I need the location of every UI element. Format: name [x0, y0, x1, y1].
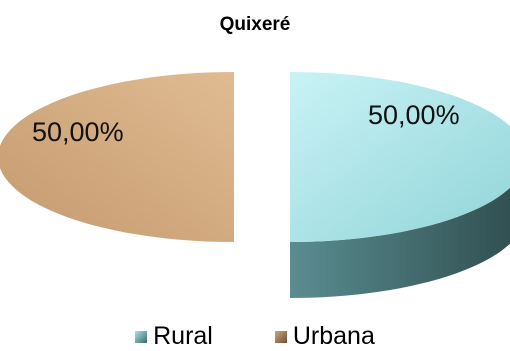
legend-item-rural: Rural: [135, 322, 213, 351]
legend: Rural Urbana: [0, 322, 510, 351]
legend-item-urbana: Urbana: [274, 322, 375, 351]
data-label-urbana: 50,00%: [32, 117, 124, 147]
slice-side-rural: [290, 187, 510, 298]
legend-label-urbana: Urbana: [292, 322, 375, 350]
slice-urbana: [0, 72, 234, 242]
data-label-rural: 50,00%: [368, 100, 460, 130]
legend-label-rural: Rural: [153, 322, 213, 350]
slice-rural: [290, 72, 510, 242]
legend-swatch-urbana: [274, 330, 287, 343]
legend-swatch-rural: [135, 330, 148, 343]
chart-title: Quixeré: [219, 14, 291, 35]
